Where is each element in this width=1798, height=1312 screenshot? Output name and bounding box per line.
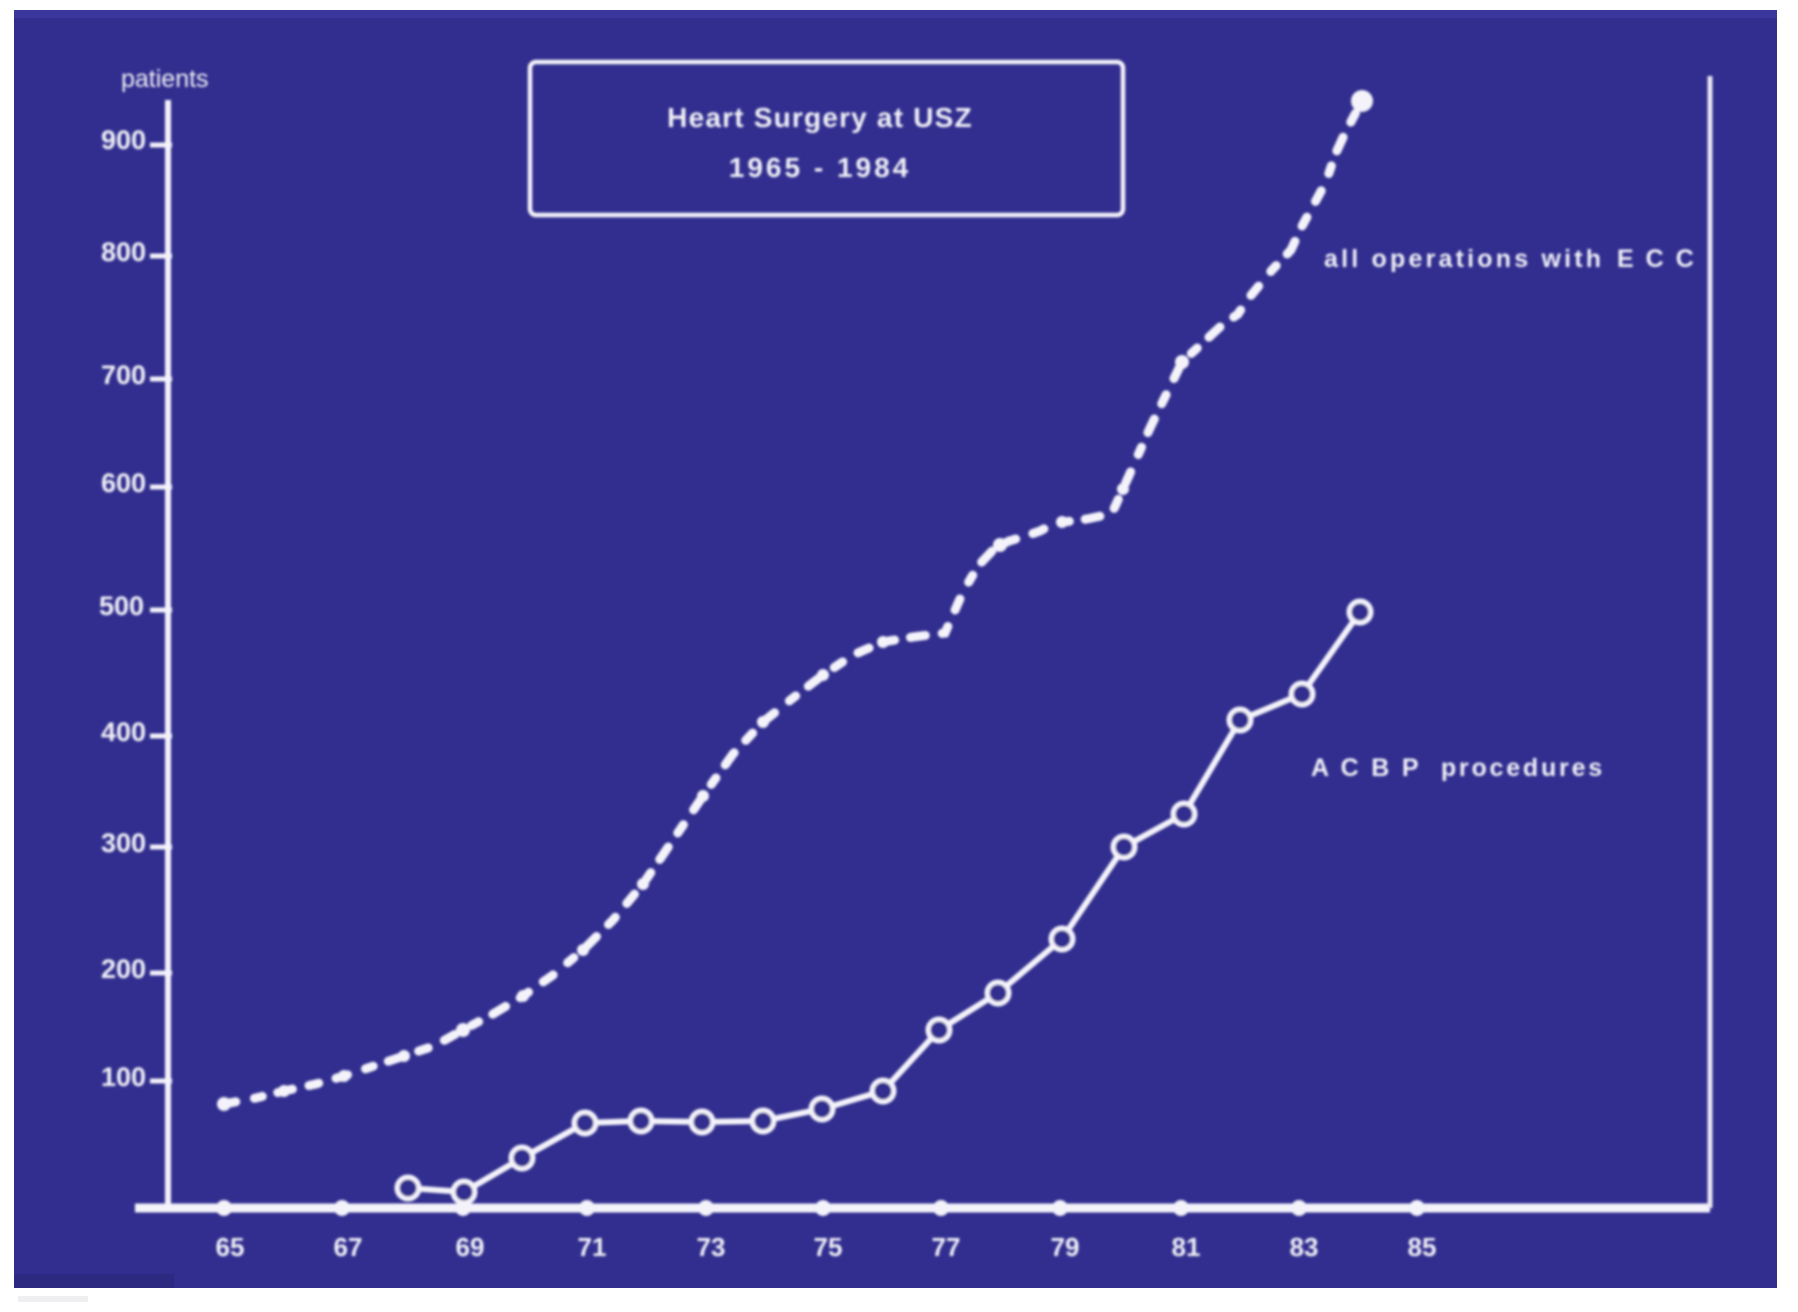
svg-text:100: 100 (101, 1062, 146, 1092)
svg-text:77: 77 (932, 1232, 961, 1262)
svg-text:65: 65 (216, 1232, 245, 1262)
svg-text:500: 500 (99, 591, 144, 621)
svg-text:200: 200 (101, 954, 146, 984)
svg-text:A C B P procedures: A C B P procedures (1311, 754, 1605, 782)
svg-text:Heart Surgery at USZ: Heart Surgery at USZ (667, 102, 973, 133)
svg-text:83: 83 (1290, 1232, 1319, 1262)
svg-text:ECC: ECC (1617, 245, 1706, 273)
svg-text:patients: patients (121, 65, 209, 93)
svg-text:400: 400 (101, 717, 146, 747)
svg-text:67: 67 (334, 1232, 363, 1262)
svg-text:75: 75 (814, 1232, 843, 1262)
svg-text:1965 - 1984: 1965 - 1984 (729, 152, 911, 183)
svg-text:73: 73 (697, 1232, 726, 1262)
svg-text:300: 300 (101, 828, 146, 858)
svg-text:79: 79 (1051, 1232, 1080, 1262)
svg-text:600: 600 (101, 468, 146, 498)
svg-text:69: 69 (456, 1232, 485, 1262)
svg-text:71: 71 (578, 1232, 607, 1262)
svg-text:900: 900 (101, 125, 146, 155)
svg-text:81: 81 (1172, 1232, 1201, 1262)
svg-text:700: 700 (101, 360, 146, 390)
svg-text:all operations with: all operations with (1324, 245, 1604, 273)
svg-text:85: 85 (1408, 1232, 1437, 1262)
svg-text:800: 800 (101, 237, 146, 267)
